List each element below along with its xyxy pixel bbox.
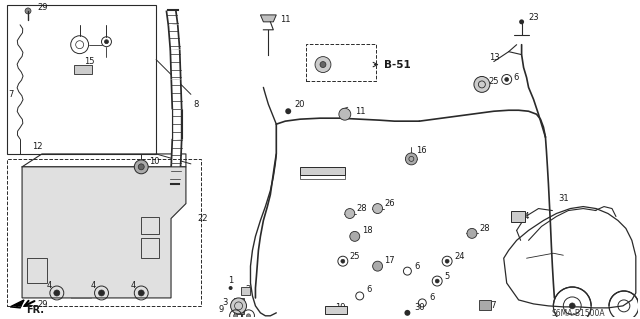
Circle shape — [339, 108, 351, 120]
Text: 18: 18 — [362, 226, 372, 235]
Bar — [74, 64, 92, 74]
Text: 10: 10 — [149, 157, 160, 167]
Text: 26: 26 — [385, 199, 395, 208]
Circle shape — [234, 314, 237, 318]
Text: 6: 6 — [414, 262, 420, 271]
Text: 11: 11 — [355, 107, 365, 116]
Circle shape — [230, 298, 246, 314]
Text: 6: 6 — [514, 73, 519, 82]
Circle shape — [372, 204, 383, 213]
Text: 11: 11 — [280, 15, 291, 24]
Text: 23: 23 — [529, 13, 539, 22]
Circle shape — [474, 77, 490, 93]
Text: 17: 17 — [385, 256, 395, 265]
Bar — [306, 44, 376, 81]
Text: 25: 25 — [489, 77, 499, 86]
Text: 29: 29 — [37, 4, 47, 12]
Bar — [141, 217, 159, 234]
Text: FR.: FR. — [26, 305, 44, 315]
Text: S6MA-B1500A: S6MA-B1500A — [552, 309, 605, 318]
Bar — [27, 258, 47, 283]
Circle shape — [285, 108, 291, 114]
Polygon shape — [10, 300, 24, 308]
Circle shape — [104, 40, 108, 44]
Text: 30: 30 — [414, 303, 425, 312]
Text: 5: 5 — [444, 271, 449, 281]
Circle shape — [505, 78, 509, 81]
Text: 4: 4 — [91, 280, 96, 290]
Text: 28: 28 — [479, 224, 490, 233]
Bar — [7, 159, 201, 306]
Circle shape — [569, 303, 575, 309]
Polygon shape — [22, 167, 186, 298]
Text: 8: 8 — [193, 100, 198, 109]
Text: 3: 3 — [223, 298, 228, 308]
Circle shape — [228, 286, 232, 290]
Bar — [511, 211, 525, 222]
Polygon shape — [260, 15, 276, 22]
Text: 25: 25 — [350, 252, 360, 261]
Text: 20: 20 — [294, 100, 305, 109]
Text: 6: 6 — [429, 293, 435, 302]
Bar — [300, 175, 345, 179]
Circle shape — [246, 314, 250, 318]
Text: 31: 31 — [558, 194, 569, 203]
Bar — [300, 167, 345, 175]
Text: 4: 4 — [46, 280, 51, 290]
Circle shape — [320, 62, 326, 68]
Circle shape — [404, 310, 410, 316]
Bar — [241, 287, 250, 295]
Circle shape — [445, 259, 449, 263]
Circle shape — [467, 228, 477, 238]
Text: 15: 15 — [84, 57, 94, 66]
Circle shape — [350, 231, 360, 241]
Text: 12: 12 — [32, 143, 42, 152]
Circle shape — [345, 209, 355, 219]
Text: 14: 14 — [518, 212, 529, 221]
Circle shape — [372, 261, 383, 271]
Text: 22: 22 — [198, 214, 209, 223]
Text: 19: 19 — [335, 303, 346, 312]
Text: 21: 21 — [330, 169, 340, 178]
Text: 7: 7 — [8, 90, 13, 99]
Circle shape — [99, 290, 104, 296]
Text: 6: 6 — [367, 286, 372, 294]
Text: B-51: B-51 — [383, 60, 410, 70]
Bar — [325, 306, 347, 314]
Circle shape — [134, 160, 148, 174]
Circle shape — [341, 259, 345, 263]
Circle shape — [405, 153, 417, 165]
Bar — [479, 300, 491, 310]
Bar — [141, 238, 159, 258]
Text: 2: 2 — [246, 286, 251, 294]
Circle shape — [519, 19, 524, 24]
Circle shape — [54, 290, 60, 296]
Text: 1: 1 — [228, 276, 233, 285]
Text: 24: 24 — [454, 252, 465, 261]
Text: 13: 13 — [489, 53, 499, 62]
Text: 9: 9 — [219, 305, 224, 314]
Circle shape — [435, 279, 439, 283]
Text: 29: 29 — [37, 300, 47, 309]
Text: 16: 16 — [417, 146, 427, 155]
Text: 28: 28 — [356, 204, 367, 213]
Circle shape — [315, 56, 331, 72]
Circle shape — [25, 8, 31, 14]
Text: 27: 27 — [487, 301, 497, 310]
Text: 4: 4 — [131, 280, 136, 290]
Circle shape — [138, 290, 144, 296]
Circle shape — [138, 164, 144, 170]
Bar — [234, 298, 244, 314]
